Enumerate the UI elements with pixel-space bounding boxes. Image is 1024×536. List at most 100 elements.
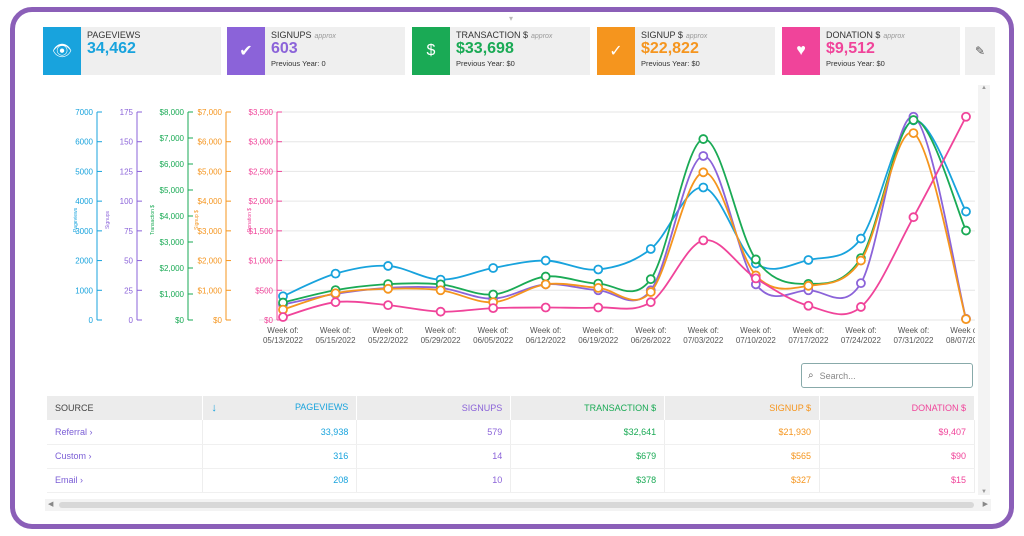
source-cell[interactable]: Email › [47,468,204,493]
x-tick-label: 07/24/2022 [841,336,882,345]
data-point[interactable] [540,279,551,290]
vertical-scrollbar[interactable]: ▲ ▼ [978,85,990,495]
data-point[interactable] [645,274,656,285]
axis-tick-label: 2000 [75,257,93,266]
axis-tick-label: $5,000 [198,167,223,176]
data-point[interactable] [278,312,288,322]
axis-tick-label: $6,000 [198,138,223,147]
data-point[interactable] [645,287,656,297]
data-point[interactable] [593,283,604,293]
scrollbar-thumb[interactable] [59,502,974,508]
col-transaction[interactable]: TRANSACTION $ [510,396,666,420]
scroll-left-icon[interactable]: ◀ [48,501,54,508]
data-point[interactable] [383,300,393,311]
data-point[interactable] [750,273,761,284]
kpi-card-4[interactable]: ♥ DONATION $ approx $9,512 Previous Year: $0 [782,27,960,75]
drag-handle-icon[interactable]: ▾ [509,14,514,23]
x-tick-label: 06/26/2022 [631,336,672,345]
x-tick-label: 07/17/2022 [788,336,829,345]
data-point[interactable] [803,300,814,311]
kpi-previous-year: Previous Year: $0 [826,59,885,68]
x-tick-label: 05/13/2022 [263,336,304,345]
axis-tick-label: 3000 [75,227,93,236]
x-tick-label: Week of: [688,326,719,335]
data-point[interactable] [698,235,709,246]
data-point[interactable] [856,255,866,266]
data-point[interactable] [435,306,446,317]
data-point[interactable] [540,302,551,313]
data-point[interactable] [488,303,499,314]
data-point[interactable] [908,212,919,223]
source-cell[interactable]: Referral › [47,420,204,445]
axis-tick-label: 6000 [75,138,93,147]
kpi-card-1[interactable]: ✔ SIGNUPS approx 603 Previous Year: 0 [227,27,405,75]
data-point[interactable] [435,285,446,296]
data-point[interactable] [645,244,656,254]
data-point[interactable] [698,167,709,178]
col-source[interactable]: SOURCE [47,396,204,420]
axis-tick-label: $7,000 [160,134,185,143]
edit-button[interactable]: ✎ [965,27,995,75]
col-donation[interactable]: DONATION $ [819,396,975,420]
data-point[interactable] [698,151,709,161]
data-point[interactable] [961,314,971,325]
axis-tick-label: $2,500 [249,167,274,176]
table-row[interactable]: Custom › 316 14 $679 $565 $90 [47,444,975,469]
axis-tick-label: 100 [120,197,134,206]
data-point[interactable] [593,302,604,313]
data-point[interactable] [908,128,919,138]
table-row[interactable]: Referral › 33,938 579 $32,641 $21,930 $9,407 [47,420,975,445]
dollar-circle-icon: $ [412,27,450,75]
chevron-right-icon[interactable]: › [89,426,93,437]
data-point[interactable] [540,271,551,282]
scroll-down-icon[interactable]: ▼ [981,489,987,495]
signups-cell: 10 [356,468,512,493]
check-circle-icon: ✓ [597,27,635,75]
col-signup-dollar[interactable]: SIGNUP $ [664,396,821,420]
pageviews-cell: 316 [202,444,358,469]
data-point[interactable] [961,206,971,217]
source-cell[interactable]: Custom › [47,444,204,469]
series-line [282,132,967,320]
col-pageviews[interactable]: ↓ PAGEVIEWS [202,396,358,420]
chevron-right-icon[interactable]: › [88,451,92,461]
data-point[interactable] [383,261,393,271]
data-point[interactable] [750,254,761,265]
data-point[interactable] [961,111,971,122]
data-point[interactable] [803,280,814,291]
kpi-label: DONATION $ approx [826,30,905,40]
scroll-right-icon[interactable]: ▶ [982,501,988,508]
kpi-label: TRANSACTION $ approx [456,30,553,40]
kpi-card-0[interactable]: 👁 PAGEVIEWS 34,462 [43,27,221,75]
data-point[interactable] [856,233,866,244]
donation-icon: ♥ [782,27,820,75]
horizontal-scrollbar[interactable]: ◀ ▶ [45,499,991,511]
kpi-previous-year: Previous Year: 0 [271,59,326,68]
data-point[interactable] [908,115,919,125]
data-point[interactable] [645,297,656,308]
data-point[interactable] [803,255,814,265]
data-point[interactable] [540,255,551,266]
data-point[interactable] [330,297,341,308]
data-point[interactable] [856,278,866,289]
data-point[interactable] [593,264,604,275]
data-point[interactable] [698,182,709,193]
chevron-right-icon[interactable]: › [80,475,84,485]
kpi-card-2[interactable]: $ TRANSACTION $ approx $33,698 Previous Year… [412,27,590,75]
data-point[interactable] [698,134,709,144]
data-point[interactable] [330,288,341,299]
kpi-value: 603 [271,40,298,57]
scroll-up-icon[interactable]: ▲ [981,85,987,91]
data-point[interactable] [961,225,971,236]
kpi-card-3[interactable]: ✓ SIGNUP $ approx $22,822 Previous Year: $0 [597,27,775,75]
search-input[interactable]: ⌕ Search... [801,363,973,388]
data-point[interactable] [856,302,866,312]
data-point[interactable] [330,268,341,279]
sort-down-icon[interactable]: ↓ [211,402,217,414]
data-point[interactable] [488,263,499,273]
axis-tick-label: $2,000 [160,264,185,273]
kpi-value: $33,698 [456,40,514,57]
col-signups[interactable]: SIGNUPS [356,396,512,420]
table-row[interactable]: Email › 208 10 $378 $327 $15 [47,468,975,493]
data-point[interactable] [383,283,393,294]
